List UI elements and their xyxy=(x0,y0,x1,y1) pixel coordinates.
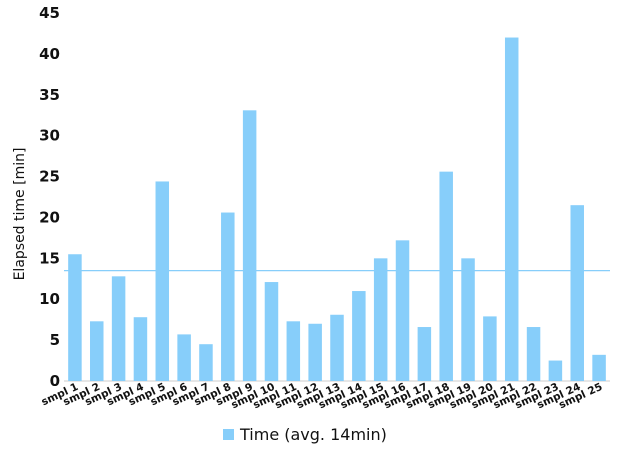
bar xyxy=(504,37,519,382)
bar xyxy=(242,110,257,381)
bar xyxy=(461,258,475,381)
bar xyxy=(177,334,191,381)
bar xyxy=(111,276,126,381)
y-tick-label: 45 xyxy=(39,4,60,22)
bar xyxy=(439,171,453,381)
bar xyxy=(199,344,213,381)
legend: Time (avg. 14min) xyxy=(223,425,387,444)
y-tick-label: 40 xyxy=(39,45,60,63)
bar xyxy=(570,205,584,381)
y-tick-label: 10 xyxy=(39,290,60,308)
y-tick-label: 30 xyxy=(39,127,60,145)
bar xyxy=(286,321,301,381)
bar xyxy=(526,327,541,381)
bar xyxy=(133,317,148,381)
bars xyxy=(68,37,606,382)
bar xyxy=(68,254,82,381)
legend-label: Time (avg. 14min) xyxy=(239,425,387,444)
y-axis-ticks: 0 5 10 15 20 25 30 35 40 45 xyxy=(39,4,60,390)
bar xyxy=(308,323,322,381)
y-tick-label: 35 xyxy=(39,86,60,104)
bar xyxy=(373,258,388,381)
bar xyxy=(548,360,563,381)
bar xyxy=(330,314,344,381)
y-tick-label: 0 xyxy=(50,372,60,390)
bar xyxy=(483,316,497,381)
legend-swatch xyxy=(223,429,234,440)
bar xyxy=(592,354,606,381)
y-tick-label: 25 xyxy=(39,168,60,186)
y-axis-label: Elapsed time [min] xyxy=(12,148,28,281)
bar xyxy=(417,327,432,381)
bar xyxy=(155,181,170,381)
bar xyxy=(395,240,410,381)
y-tick-label: 15 xyxy=(39,249,60,267)
bar xyxy=(90,321,104,381)
bar xyxy=(221,212,235,381)
bar xyxy=(264,282,279,381)
bar xyxy=(352,291,366,381)
y-tick-label: 5 xyxy=(50,331,60,349)
y-tick-label: 20 xyxy=(39,208,60,226)
